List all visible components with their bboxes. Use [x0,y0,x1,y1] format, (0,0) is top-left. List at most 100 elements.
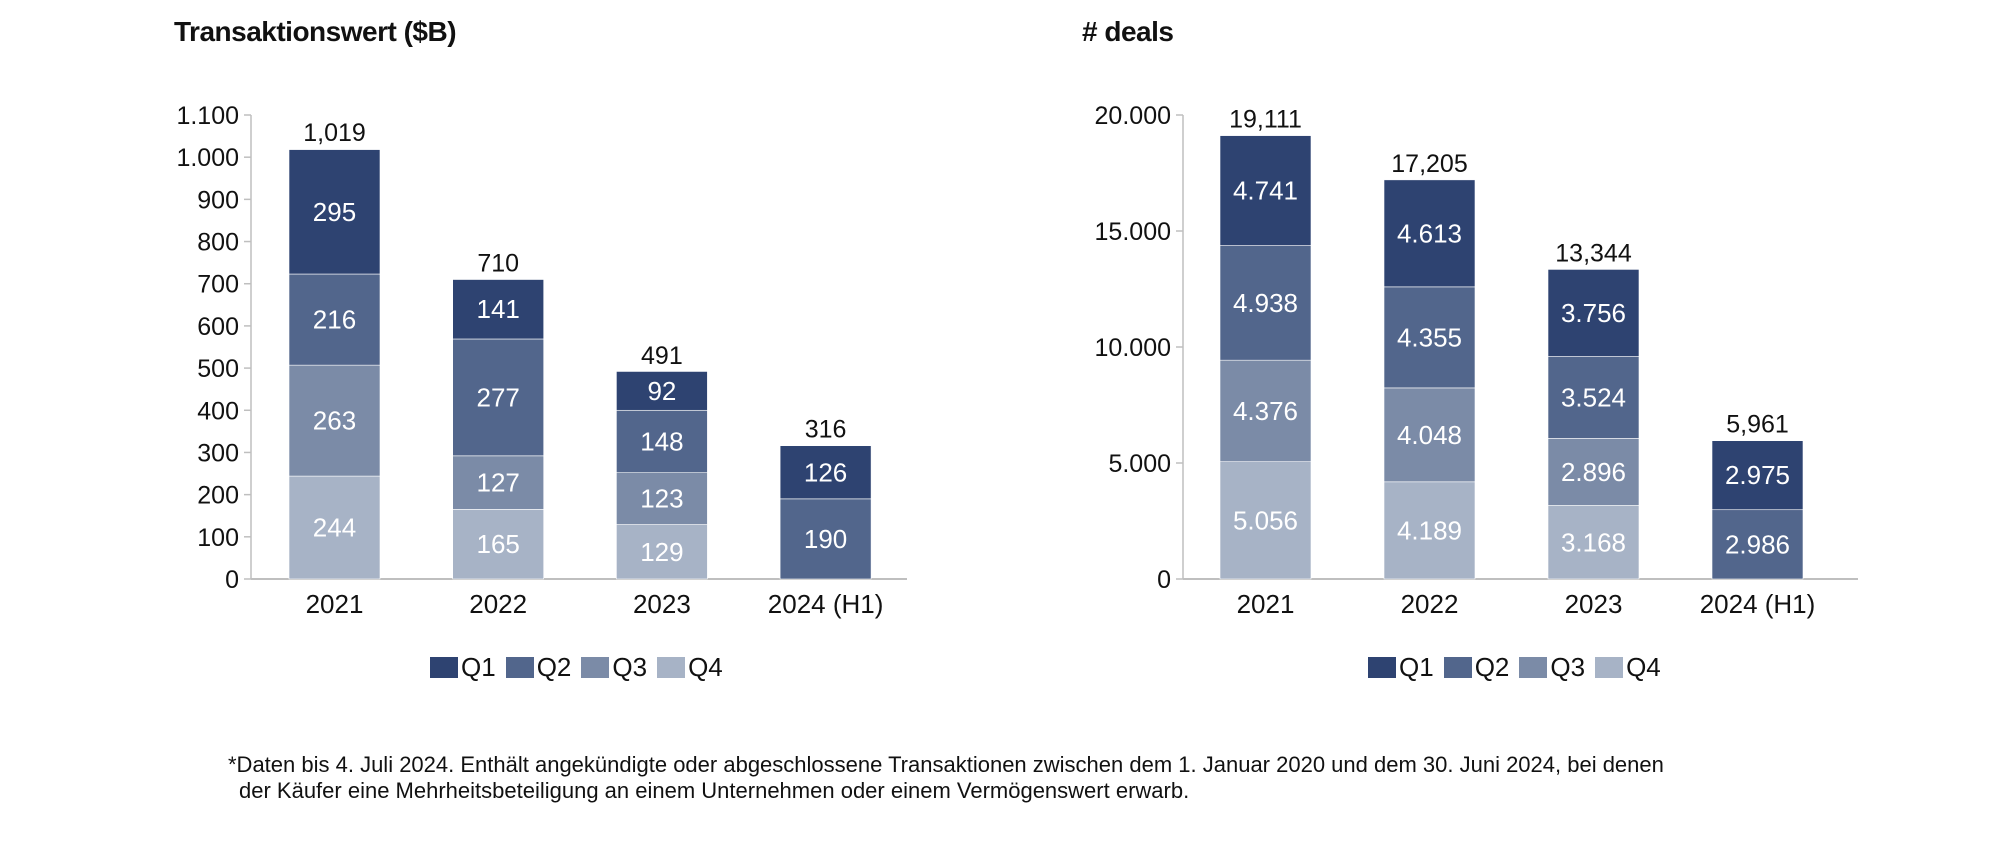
bar-segment-label-q4: 5.056 [1233,505,1298,535]
footnote: *Daten bis 4. Juli 2024. Enthält angekün… [228,752,1868,804]
bar-segment-label-q4: 129 [640,537,683,567]
bar-segment-label-q1: 126 [804,457,847,487]
bar-segment-q1-2024H1 [1711,440,1804,511]
chart-title-transaction-value: Transaktionswert ($B) [174,16,457,47]
bar-total-label: 5,961 [1726,411,1789,439]
bar-segment-label-q2: 4.938 [1233,288,1298,318]
bar-total-label: 1,019 [303,119,366,147]
x-category-label: 2024 (H1) [1700,589,1816,619]
legend-swatch-q4 [1595,657,1624,678]
legend-item-q2: Q2 [1443,652,1510,683]
x-category-label: 2021 [306,589,364,619]
bar-total-label: 710 [477,250,519,278]
legend-deals: Q1 Q2 Q3 Q4 [1368,652,1661,683]
bar-segment-label-q2: 4.355 [1397,322,1462,352]
bar-segment-label-q4: 4.189 [1397,515,1462,545]
y-tick-label: 0 [1157,566,1171,594]
bar-segment-label-q1: 2.975 [1725,460,1790,490]
legend-item-q1: Q1 [1368,652,1434,683]
legend-label-q1: Q1 [1399,652,1434,682]
bar-total-label: 491 [641,342,683,370]
bar-segment-label-q2: 148 [640,426,683,456]
legend-label-q1: Q1 [461,652,496,682]
bar-segment-q1-2023 [1547,269,1640,357]
legend-label-q4: Q4 [688,652,723,682]
x-category-label: 2023 [1565,589,1623,619]
bar-segment-label-q3: 263 [313,406,356,436]
legend-swatch-q3 [1519,657,1548,678]
bar-segment-q3-2023 [1547,438,1640,506]
bar-segment-q4-2022 [1383,481,1476,580]
legend-swatch-q1 [430,657,458,678]
y-tick-label: 400 [197,397,239,425]
y-tick-label: 10.000 [1095,334,1171,362]
bar-segment-label-q1: 92 [647,376,676,406]
x-category-label: 2022 [469,589,527,619]
legend-swatch-q4 [657,657,686,678]
y-tick-label: 5.000 [1108,450,1171,478]
bar-segment-label-q4: 165 [477,529,520,559]
bar-segment-label-q2: 277 [477,382,520,412]
bar-segment-label-q1: 3.756 [1561,298,1626,328]
bar-segment-label-q3: 4.048 [1397,420,1462,450]
bar-segment-label-q1: 4.741 [1233,176,1298,206]
bar-segment-q2-2021 [288,273,381,366]
bar-total-label: 17,205 [1391,150,1467,178]
y-tick-label: 0 [225,566,239,594]
bar-segment-label-q3: 123 [640,484,683,514]
bar-segment-label-q3: 2.896 [1561,457,1626,487]
bar-segment-label-q3: 127 [477,468,520,498]
x-category-label: 2023 [633,589,691,619]
y-tick-label: 300 [197,439,239,467]
legend-label-q4: Q4 [1626,652,1661,682]
bar-segment-q2-2022 [452,338,545,457]
bar-segment-q4-2022 [452,509,545,580]
bar-segment-q3-2022 [1383,387,1476,483]
chart-transaction-value: 0 100 200 300 400 500 600 700 800 900 1.000 1.100 24… [176,102,907,619]
bar-segment-label-q2: 190 [804,524,847,554]
y-tick-label: 20.000 [1095,102,1171,130]
bar-segment-label-q1: 4.613 [1397,218,1462,248]
bar-segment-label-q4: 244 [313,513,356,543]
legend-item-q3: Q3 [581,652,647,683]
y-tick-label: 600 [197,313,239,341]
bar-segment-q2-2024H1 [1711,509,1804,580]
bar-segment-q3-2021 [1219,359,1312,463]
legend-label-q3: Q3 [1550,652,1586,682]
legend-item-q3: Q3 [1519,652,1585,683]
bar-segment-q2-2023 [616,409,708,474]
bar-segment-q1-2022 [452,279,545,340]
y-tick-label: 900 [197,186,239,214]
bar-segment-q4-2021 [288,475,381,580]
bar-segment-label-q1: 295 [313,197,356,227]
bar-segment-q2-2024H1 [779,498,872,580]
chart-title-deals: # deals [1082,16,1174,47]
bar-segment-q1-2022 [1383,179,1476,288]
x-category-label: 2024 (H1) [768,589,884,619]
bar-segment-label-q2: 216 [313,305,356,335]
legend-item-q4: Q4 [1595,652,1661,683]
y-tick-label: 700 [197,271,239,299]
footnote-line-1: *Daten bis 4. Juli 2024. Enthält angekün… [228,752,1664,777]
bar-segment-label-q1: 141 [477,294,520,324]
bar-segment-label-q2: 2.986 [1725,529,1790,559]
footnote-line-2: der Käufer eine Mehrheitsbeteiligung an … [239,778,1190,803]
legend-item-q1: Q1 [430,652,496,683]
bar-segment-q4-2021 [1219,461,1312,580]
legend-label-q2: Q2 [1474,652,1510,682]
bar-segment-q1-2023 [616,371,708,411]
y-tick-label: 200 [197,482,239,510]
bar-segment-q4-2023 [1547,505,1640,580]
bar-segment-q2-2023 [1547,356,1640,439]
bar-segment-q2-2022 [1383,286,1476,389]
legend-label-q2: Q2 [536,652,572,682]
y-tick-label: 500 [197,355,239,383]
x-category-label: 2021 [1237,589,1295,619]
legend-item-q2: Q2 [505,652,572,683]
bar-segment-q2-2021 [1219,245,1312,361]
bar-total-label: 316 [805,416,847,444]
y-tick-label: 100 [197,524,239,552]
legend-swatch-q2 [505,657,534,678]
bar-segment-label-q3: 4.376 [1233,396,1298,426]
legend-swatch-q1 [1368,657,1396,678]
